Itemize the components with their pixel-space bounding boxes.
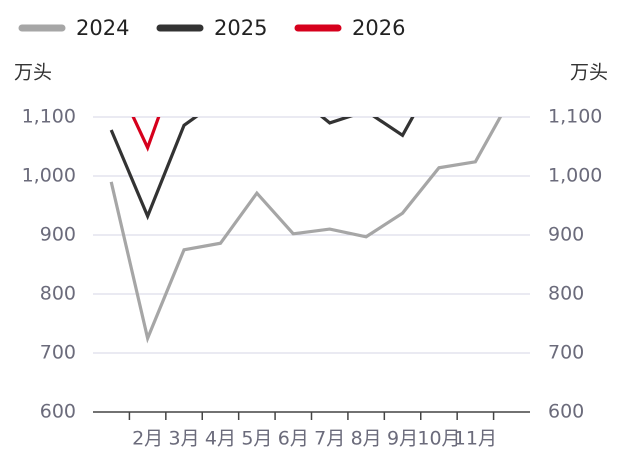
legend-label: 2026 bbox=[352, 16, 405, 40]
x-tick-label: 9月 bbox=[387, 428, 418, 450]
x-tick-label: 10月 bbox=[417, 428, 460, 450]
series-line bbox=[109, 117, 503, 344]
y-tick-label: 600 bbox=[40, 401, 76, 423]
x-tick-label: 7月 bbox=[314, 428, 345, 450]
y2-tick-label: 800 bbox=[548, 283, 584, 305]
y-axis-label: 万头 bbox=[14, 62, 52, 84]
x-tick-label: 11月 bbox=[454, 428, 497, 450]
y-tick-label: 900 bbox=[40, 224, 76, 246]
y-tick-label: 1,000 bbox=[22, 165, 76, 187]
y2-axis-label: 万头 bbox=[570, 62, 608, 84]
legend-label: 2024 bbox=[76, 16, 129, 40]
x-tick-label: 6月 bbox=[278, 428, 309, 450]
y-tick-label: 800 bbox=[40, 283, 76, 305]
y2-tick-label: 600 bbox=[548, 401, 584, 423]
series-line bbox=[131, 117, 161, 152]
x-tick-label: 3月 bbox=[168, 428, 199, 450]
y-tick-label: 700 bbox=[40, 342, 76, 364]
x-tick-label: 5月 bbox=[241, 428, 272, 450]
y2-tick-label: 700 bbox=[548, 342, 584, 364]
y2-tick-label: 1,000 bbox=[548, 165, 602, 187]
y2-tick-label: 1,100 bbox=[548, 106, 602, 128]
series-line bbox=[109, 117, 415, 221]
y2-tick-label: 900 bbox=[548, 224, 584, 246]
x-tick-label: 8月 bbox=[351, 428, 382, 450]
x-tick-label: 4月 bbox=[205, 428, 236, 450]
x-tick-label: 2月 bbox=[132, 428, 163, 450]
y-tick-label: 1,100 bbox=[22, 106, 76, 128]
plot-area bbox=[109, 117, 503, 344]
legend-label: 2025 bbox=[214, 16, 267, 40]
